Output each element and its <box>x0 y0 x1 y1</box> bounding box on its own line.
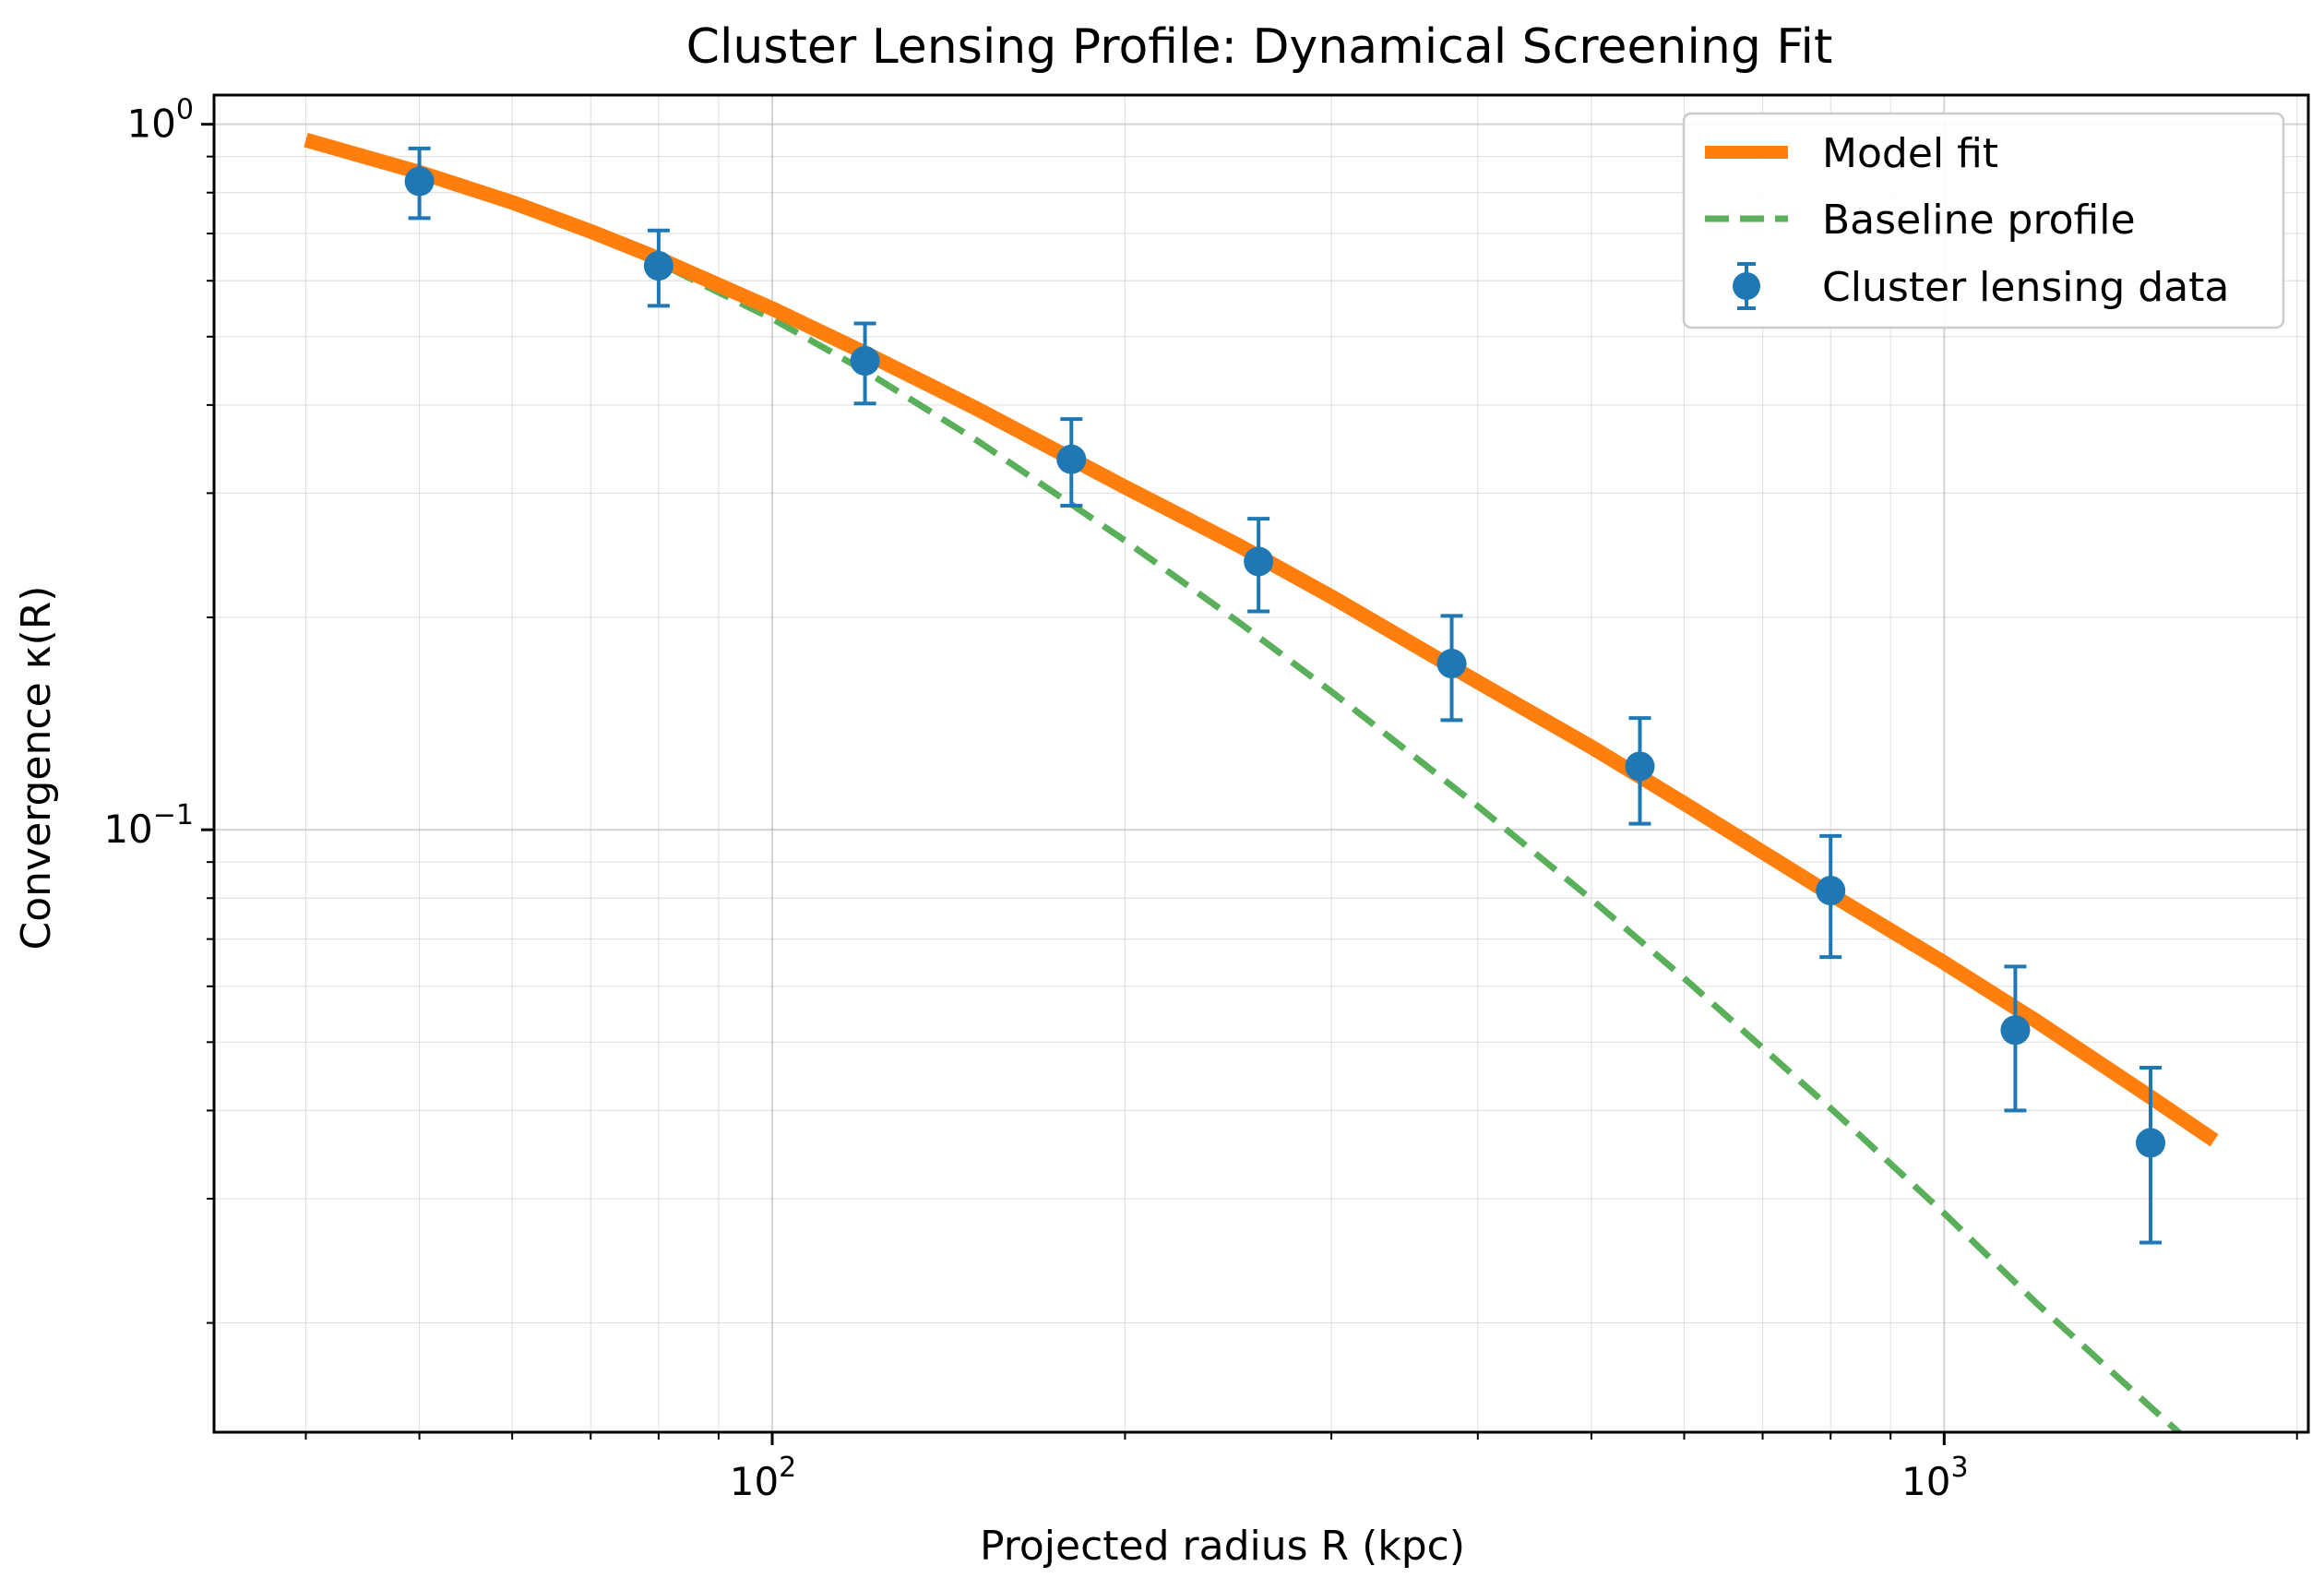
data-point <box>2136 1066 2166 1245</box>
legend-swatch-data <box>1733 262 1760 310</box>
axes-frame <box>212 93 2310 1434</box>
data-marker <box>1436 649 1467 679</box>
data-marker <box>1816 876 1846 906</box>
series-line-baseline <box>304 137 2184 1432</box>
data-point <box>1816 833 1846 960</box>
data-point <box>2000 964 2031 1113</box>
data-point <box>850 321 880 406</box>
x-tick-label: 102 <box>730 1452 797 1504</box>
y-tick-label: 100 <box>126 94 194 147</box>
axis-ticks: 102 103 100 10−1 <box>103 94 2298 1504</box>
legend-label-data: Cluster lensing data <box>1822 264 2229 311</box>
data-point <box>404 146 435 221</box>
data-point <box>1625 716 1655 826</box>
data-point <box>1244 517 1274 614</box>
data-point <box>1056 417 1087 508</box>
series-line-model-fit <box>304 133 2219 1147</box>
data-marker <box>1056 444 1087 474</box>
legend-label-baseline: Baseline profile <box>1822 197 2136 244</box>
data-marker <box>2136 1128 2166 1158</box>
legend-box <box>1682 112 2285 329</box>
y-axis-label: Convergence κ(R) <box>13 586 60 950</box>
data-point <box>643 228 673 308</box>
x-axis-label: Projected radius R (kpc) <box>980 1523 1465 1570</box>
data-point <box>1436 614 1467 723</box>
chart-title: Cluster Lensing Profile: Dynamical Scree… <box>686 19 1833 75</box>
data-marker <box>850 346 880 377</box>
plot-area <box>304 133 2219 1432</box>
data-marker <box>1625 751 1655 782</box>
legend: Model fit Baseline profile Cluster lensi… <box>1682 112 2285 329</box>
data-marker <box>404 166 435 197</box>
data-marker <box>1244 546 1274 577</box>
data-marker <box>2000 1015 2031 1046</box>
data-marker <box>643 251 673 281</box>
legend-label-model-fit: Model fit <box>1822 130 1998 177</box>
y-tick-label: 10−1 <box>103 799 194 852</box>
x-tick-label: 103 <box>1901 1452 1969 1504</box>
